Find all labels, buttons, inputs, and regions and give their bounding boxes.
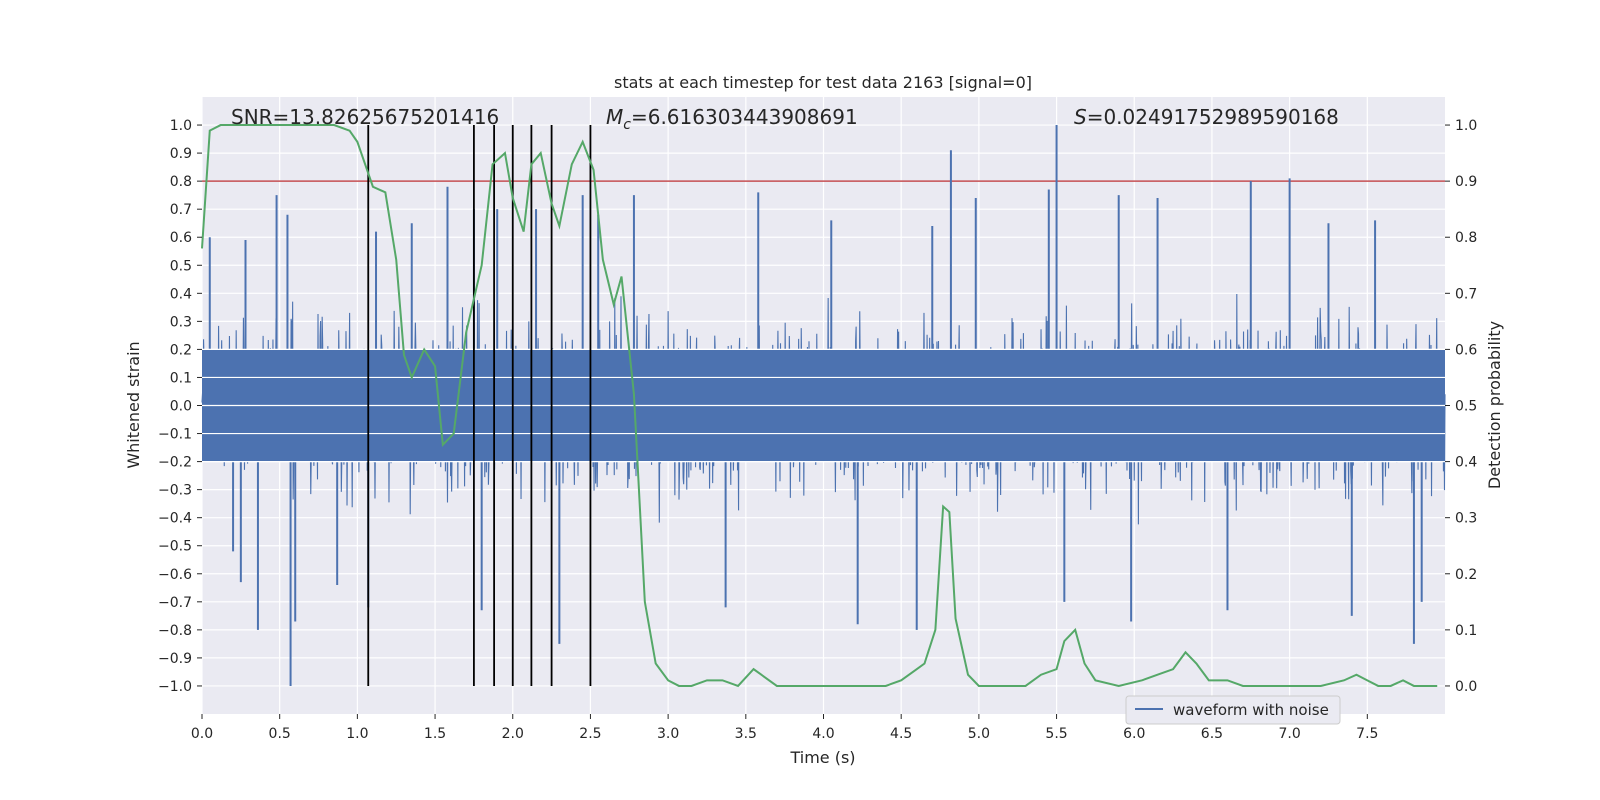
y-right-tick-label: 1.0 xyxy=(1455,118,1477,134)
y-right-tick-label: 0.1 xyxy=(1455,623,1477,639)
y-right-tick-label: 0.6 xyxy=(1455,342,1477,358)
legend-box xyxy=(1125,695,1341,725)
y-left-tick-label: 0.0 xyxy=(170,399,192,415)
y-left-tick-label: 0.6 xyxy=(170,230,192,246)
y-left-tick-label: −0.2 xyxy=(158,455,192,471)
x-tick-label: 1.5 xyxy=(424,726,446,742)
y-right-tick-label: 0.2 xyxy=(1455,567,1477,583)
x-tick-label: 7.0 xyxy=(1278,726,1300,742)
y-left-tick-label: −0.6 xyxy=(158,567,192,583)
x-tick-label: 0.0 xyxy=(191,726,213,742)
x-tick-label: 4.5 xyxy=(890,726,912,742)
x-tick-label: 5.5 xyxy=(1045,726,1067,742)
detection-probability-line xyxy=(201,124,1438,688)
y-left-tick-label: −0.4 xyxy=(158,511,192,527)
x-tick-label: 6.0 xyxy=(1123,726,1145,742)
chart-title: stats at each timestep for test data 216… xyxy=(614,73,1032,92)
y-right-tick-label: 0.3 xyxy=(1455,511,1477,527)
y-right-tick-label: 0.8 xyxy=(1455,230,1477,246)
y-left-tick-label: 0.4 xyxy=(170,286,192,302)
mc-subscript: c xyxy=(623,117,631,133)
x-axis-label: Time (s) xyxy=(789,748,855,767)
y-right-tick-label: 0.4 xyxy=(1455,455,1477,471)
x-tick-label: 6.5 xyxy=(1201,726,1223,742)
y-left-tick-label: 0.8 xyxy=(170,174,192,190)
right-axis-ticks: 1.0 0.9 0.8 0.7 0.6 0.5 0.4 0.3 0.2 0.1 0.0 xyxy=(1445,118,1477,695)
legend: waveform with noise xyxy=(1125,695,1341,725)
x-tick-label: 3.0 xyxy=(657,726,679,742)
y-left-tick-label: 0.2 xyxy=(170,342,192,358)
y-left-tick-label: 0.5 xyxy=(170,258,192,274)
y-left-tick-label: −1.0 xyxy=(158,679,192,695)
legend-label: waveform with noise xyxy=(1173,701,1329,719)
y-left-tick-label: −0.9 xyxy=(158,651,192,667)
x-tick-label: 2.5 xyxy=(579,726,601,742)
y-left-tick-label: −0.3 xyxy=(158,483,192,499)
y-left-tick-label: 1.0 xyxy=(170,118,192,134)
y-left-tick-label: −0.7 xyxy=(158,595,192,611)
x-tick-label: 4.0 xyxy=(812,726,834,742)
snr-annotation: SNR=13.82625675201416 xyxy=(231,105,499,129)
x-tick-label: 5.0 xyxy=(968,726,990,742)
probability-layer xyxy=(201,124,1438,688)
vline-layer xyxy=(367,125,592,686)
y-right-tick-label: 0.0 xyxy=(1455,679,1477,695)
mc-symbol: M xyxy=(606,105,623,129)
x-tick-label: 3.5 xyxy=(735,726,757,742)
x-tick-label: 7.5 xyxy=(1356,726,1378,742)
y-right-tick-label: 0.9 xyxy=(1455,174,1477,190)
y-left-tick-label: −0.8 xyxy=(158,623,192,639)
x-tick-label: 1.0 xyxy=(346,726,368,742)
x-tick-label: 2.0 xyxy=(502,726,524,742)
y-right-tick-label: 0.5 xyxy=(1455,399,1477,415)
mc-value: =6.616303443908691 xyxy=(631,105,858,129)
mc-annotation: Mc=6.616303443908691 xyxy=(606,105,858,133)
y-left-tick-label: 0.3 xyxy=(170,314,192,330)
x-tick-label: 0.5 xyxy=(269,726,291,742)
y-right-tick-label: 0.7 xyxy=(1455,286,1477,302)
s-annotation: S=0.02491752989590168 xyxy=(1074,105,1339,129)
s-value: =0.02491752989590168 xyxy=(1087,105,1339,129)
y-left-tick-label: −0.5 xyxy=(158,539,192,555)
left-axis-label: Whitened strain xyxy=(124,341,143,468)
y-left-tick-label: 0.9 xyxy=(170,146,192,162)
y-left-tick-label: 0.1 xyxy=(170,370,192,386)
x-axis-ticks: 0.0 0.5 1.0 1.5 2.0 2.5 3.0 3.5 4.0 4.5 5.0 5.5 6.0 6… xyxy=(191,714,1378,742)
y-left-tick-label: 0.7 xyxy=(170,202,192,218)
right-axis-label: Detection probability xyxy=(1485,321,1504,489)
left-axis-ticks: 1.0 0.9 0.8 0.7 0.6 0.5 0.4 0.3 0.2 0.1 0.0 −0.1 −0.… xyxy=(158,118,202,695)
s-symbol: S xyxy=(1074,105,1087,129)
y-left-tick-label: −0.1 xyxy=(158,427,192,443)
